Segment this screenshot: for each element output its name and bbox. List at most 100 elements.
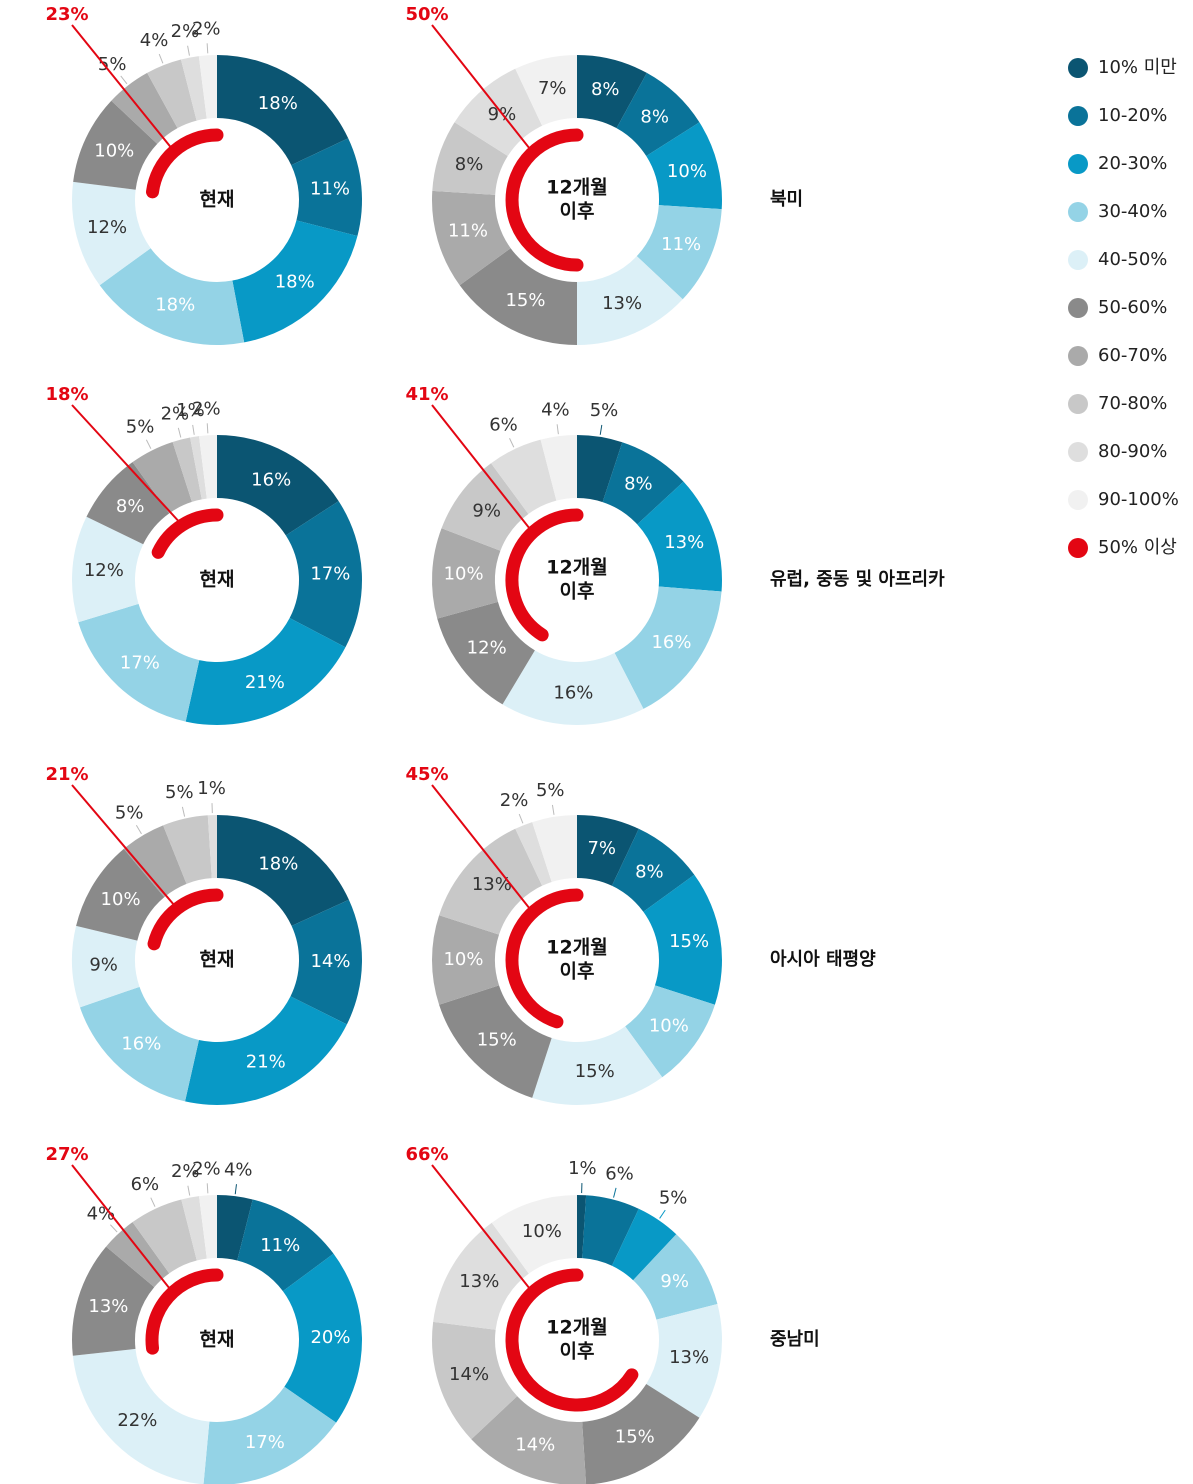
leader-line (206, 43, 209, 54)
value-label: 15% (669, 931, 709, 952)
value-label: 13% (472, 874, 512, 895)
segment (199, 1195, 217, 1259)
value-label: 10% (101, 889, 141, 910)
segment (203, 1386, 337, 1484)
value-label: 18% (155, 295, 195, 316)
value-label: 5% (165, 782, 194, 803)
center-label: 현재 (200, 189, 235, 211)
value-label: 5% (659, 1188, 688, 1209)
highlight-arc (145, 1268, 224, 1355)
segment (72, 1246, 155, 1356)
segment (439, 828, 543, 935)
value-label: 14% (310, 951, 350, 972)
segment (217, 435, 339, 536)
value-label: 9% (660, 1271, 689, 1292)
center-label: 이후 (560, 961, 595, 983)
legend-swatch (1068, 250, 1088, 270)
segment (432, 915, 500, 1005)
segment (433, 1222, 529, 1330)
legend-label: 30-40% (1098, 201, 1167, 222)
segment (439, 985, 552, 1098)
value-label: 4% (541, 399, 570, 420)
highlight-leader (431, 24, 534, 154)
value-label: 17% (245, 1432, 285, 1453)
value-label: 2% (171, 21, 200, 42)
segment (540, 435, 577, 501)
segment (432, 122, 508, 195)
segment (646, 1303, 722, 1418)
leader-line (135, 825, 142, 835)
segment (614, 586, 722, 709)
value-label: 8% (591, 79, 620, 100)
value-label: 2% (171, 1161, 200, 1182)
leader-line (206, 423, 209, 434)
segment (180, 56, 207, 121)
leader-line (551, 804, 555, 815)
value-label: 18% (258, 93, 298, 114)
segment (577, 1195, 587, 1259)
region-label: 유럽, 중동 및 아프리카 (770, 569, 945, 590)
segment (217, 1195, 253, 1261)
region-label: 중남미 (770, 1329, 820, 1350)
value-label: 15% (615, 1427, 655, 1448)
center-label: 현재 (200, 1329, 235, 1351)
value-label: 6% (489, 415, 518, 436)
segment (515, 55, 577, 126)
value-label: 14% (515, 1435, 555, 1456)
value-label: 10% (649, 1016, 689, 1037)
value-label: 8% (116, 496, 145, 517)
segment (185, 996, 347, 1105)
value-label: 11% (310, 178, 350, 199)
segment (636, 205, 722, 300)
segment (459, 248, 577, 345)
highlight-label: 45% (405, 764, 448, 785)
value-label: 20% (310, 1327, 350, 1348)
segment (79, 986, 199, 1102)
value-label: 2% (161, 403, 190, 424)
highlight-arc (505, 508, 584, 642)
value-label: 2% (500, 790, 529, 811)
legend-swatch (1068, 442, 1088, 462)
value-label: 15% (575, 1061, 615, 1082)
value-label: 5% (126, 416, 155, 437)
segment (577, 814, 639, 886)
segment (515, 822, 552, 886)
value-label: 13% (669, 1347, 709, 1368)
value-label: 15% (477, 1029, 517, 1050)
leader-line (158, 53, 164, 64)
leader-line (187, 1185, 191, 1196)
highlight-arc (505, 128, 584, 272)
value-label: 8% (624, 474, 653, 495)
highlight-label: 27% (45, 1144, 88, 1165)
segment (285, 501, 363, 648)
legend-label: 90-100% (1098, 489, 1179, 510)
leader-line (659, 1209, 666, 1219)
value-label: 16% (553, 682, 593, 703)
legend-swatch (1068, 58, 1088, 78)
segment (190, 436, 207, 500)
segment (633, 1234, 718, 1320)
segment (78, 603, 200, 722)
highlight-leader (71, 404, 183, 526)
legend-swatch (1068, 538, 1088, 558)
segment (432, 1321, 518, 1440)
highlight-arc (505, 1268, 639, 1412)
legend-label: 60-70% (1098, 345, 1167, 366)
highlight-leader (71, 784, 178, 910)
segment (163, 815, 212, 884)
segment (616, 72, 700, 157)
segment (172, 437, 202, 502)
highlight-label: 50% (405, 4, 448, 25)
segment (217, 814, 349, 926)
value-label: 9% (89, 954, 118, 975)
segment (611, 828, 695, 912)
value-label: 22% (117, 1410, 157, 1431)
legend-label: 50% 이상 (1098, 537, 1177, 558)
center-label: 이후 (560, 201, 595, 223)
value-label: 8% (455, 154, 484, 175)
legend-label: 10% 미만 (1098, 57, 1177, 78)
value-label: 16% (251, 469, 291, 490)
value-label: 2% (192, 398, 221, 419)
segment (71, 925, 140, 1008)
value-label: 18% (258, 854, 298, 875)
